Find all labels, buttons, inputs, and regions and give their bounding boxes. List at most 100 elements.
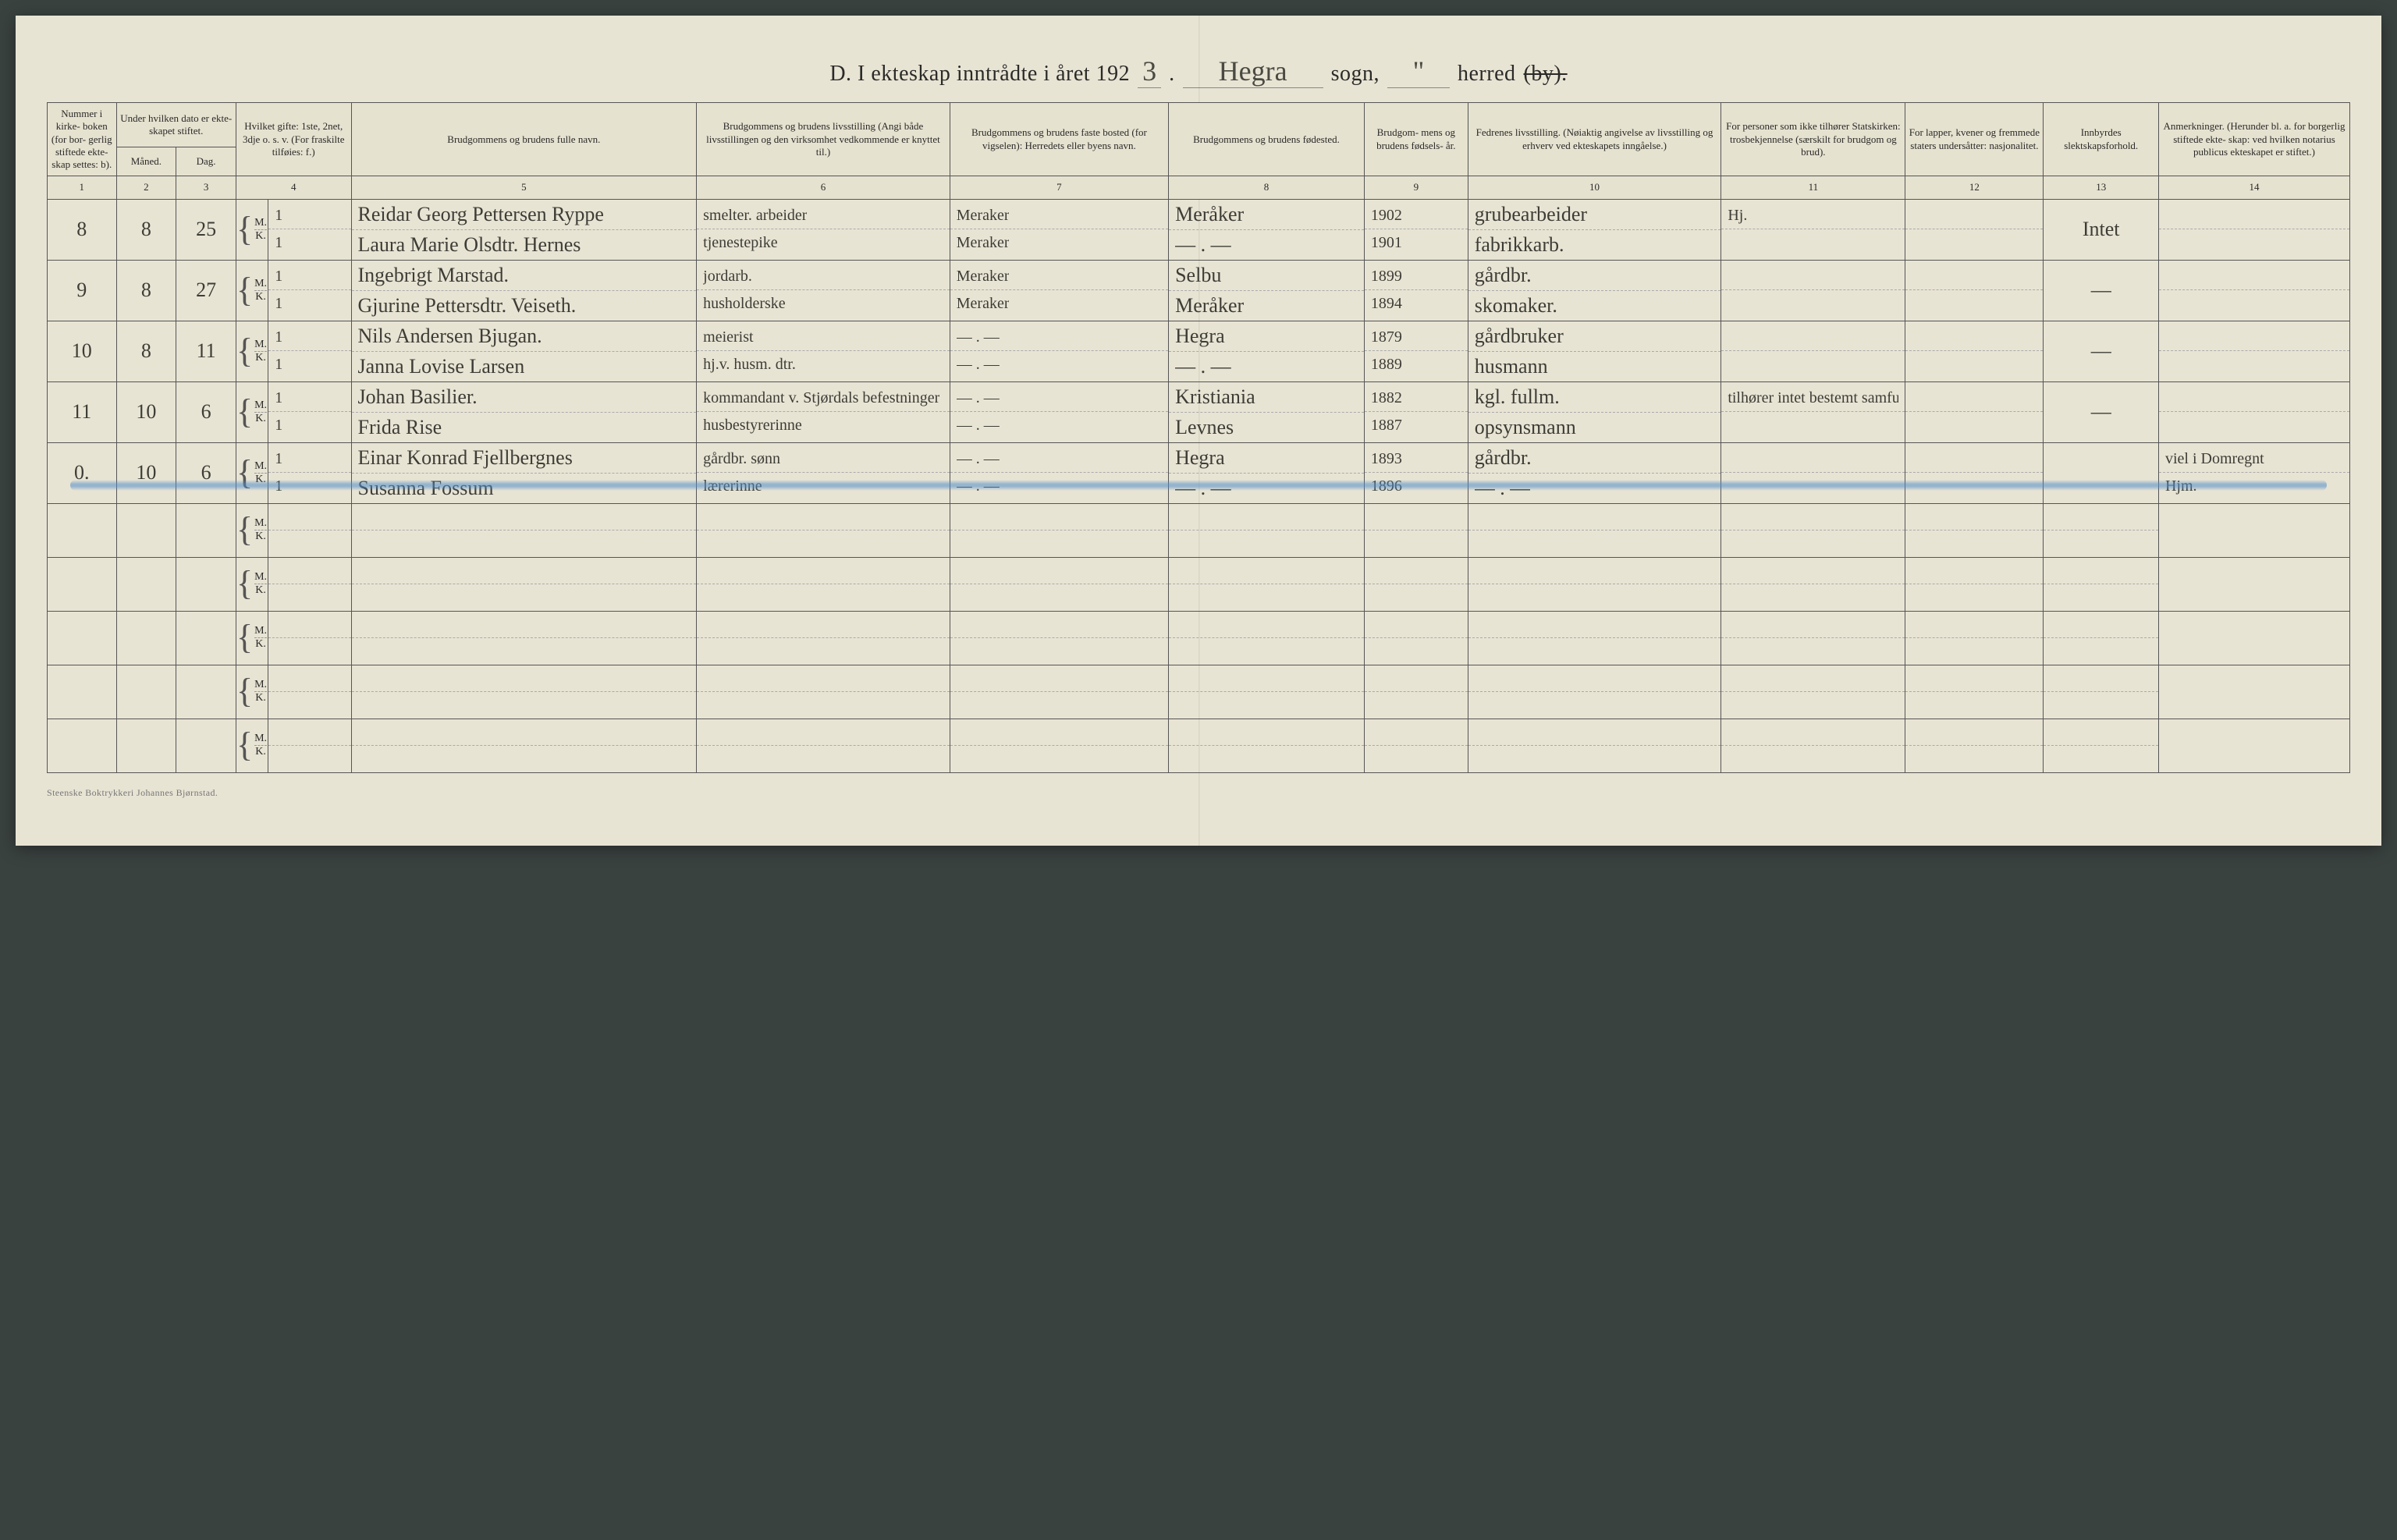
title-period: . (1169, 62, 1175, 87)
cell-value-k: Hjm. (2165, 477, 2197, 495)
column-number: 3 (176, 176, 236, 199)
cell-value: 0. (74, 461, 90, 484)
table-cell (351, 557, 697, 611)
table-cell (2044, 719, 2159, 772)
cell-value: 6 (201, 461, 211, 484)
cell-value-k: tjenestepike (703, 234, 778, 252)
column-number: 8 (1169, 176, 1365, 199)
table-cell: 11 (268, 442, 351, 503)
mk-m: M. (254, 278, 267, 290)
cell-value-m: Selbu (1175, 264, 1221, 287)
cell-value-m: Johan Basilier. (358, 385, 478, 409)
table-cell (1721, 611, 1905, 665)
table-cell: jordarb.husholderske (697, 260, 950, 321)
cell-value: Intet (2083, 218, 2120, 240)
cell-value-m: 1893 (1371, 450, 1402, 468)
cell-value-m: 1 (275, 389, 282, 407)
column-number: 10 (1468, 176, 1721, 199)
table-cell: 11 (48, 381, 117, 442)
table-cell (1721, 503, 1905, 557)
cell-value: 11 (197, 339, 216, 362)
table-cell: kgl. fullm.opsynsmann (1468, 381, 1721, 442)
table-cell: tilhører intet bestemt samfund (1721, 381, 1905, 442)
cell-value-m: smelter. arbeider (703, 207, 807, 225)
cell-value: — (2091, 339, 2111, 362)
table-cell (2044, 665, 2159, 719)
cell-value-k: 1 (275, 295, 282, 313)
col-header-6: Brudgommens og brudens faste bosted (for… (950, 103, 1168, 176)
cell-value: 8 (76, 218, 87, 240)
mk-k: K. (255, 746, 266, 758)
table-cell: — (2044, 321, 2159, 381)
cell-value-k: — . — (957, 417, 1000, 435)
table-cell (950, 611, 1168, 665)
cell-value-m: 1882 (1371, 389, 1402, 407)
brace-icon: { (236, 627, 254, 648)
table-cell (1468, 557, 1721, 611)
table-cell (697, 557, 950, 611)
table-cell (176, 503, 236, 557)
col-header-12: Innbyrdes slektskapsforhold. (2044, 103, 2159, 176)
cell-value-m: 1 (275, 207, 282, 225)
col-header-1: Nummer i kirke- boken (for bor- gerlig s… (48, 103, 117, 176)
table-cell (2158, 719, 2349, 772)
table-cell (268, 503, 351, 557)
table-cell (48, 719, 117, 772)
cell-value-k: husbestyrerinne (703, 417, 802, 435)
table-cell: 8 (116, 260, 176, 321)
table-row-empty: {M.K. (48, 503, 2350, 557)
brace-icon: { (236, 341, 254, 361)
table-cell (1905, 665, 2044, 719)
cell-value-m: tilhører intet bestemt samfund (1728, 389, 1898, 407)
cell-value-k: Meraker (957, 234, 1010, 252)
cell-value: 9 (76, 279, 87, 301)
cell-value-k: 1 (275, 417, 282, 435)
brace-icon: { (236, 280, 254, 300)
cell-value-k: husmann (1475, 355, 1548, 378)
table-cell (1905, 199, 2044, 260)
table-cell (116, 503, 176, 557)
col-header-4: Brudgommens og brudens fulle navn. (351, 103, 697, 176)
mk-m: M. (254, 217, 267, 229)
table-cell (2044, 557, 2159, 611)
table-cell (2158, 557, 2349, 611)
table-header: Nummer i kirke- boken (for bor- gerlig s… (48, 103, 2350, 200)
table-cell (2044, 442, 2159, 503)
column-number: 13 (2044, 176, 2159, 199)
cell-value-k: 1896 (1371, 477, 1402, 495)
col-header-11: For lapper, kvener og fremmede staters u… (1905, 103, 2044, 176)
marriage-register-table: Nummer i kirke- boken (for bor- gerlig s… (47, 102, 2350, 773)
cell-value: 6 (201, 400, 211, 423)
table-cell (2158, 321, 2349, 381)
mk-m: M. (254, 399, 267, 412)
mk-k: K. (255, 584, 266, 597)
table-cell (2158, 199, 2349, 260)
table-cell: 11 (268, 381, 351, 442)
col-header-2b: Dag. (176, 147, 236, 176)
table-cell (176, 665, 236, 719)
title-district-handwritten: " (1387, 55, 1450, 88)
cell-value-m: 1902 (1371, 207, 1402, 225)
table-cell (1169, 503, 1365, 557)
table-cell: 18791889 (1364, 321, 1468, 381)
table-cell: 11 (268, 199, 351, 260)
cell-value-k: Susanna Fossum (358, 477, 494, 500)
table-cell (48, 503, 117, 557)
table-cell: 10 (116, 381, 176, 442)
table-body: 8825{M.K.11Reidar Georg Pettersen RyppeL… (48, 199, 2350, 772)
cell-value-k: Meråker (1175, 294, 1244, 318)
table-cell (1905, 260, 2044, 321)
ledger-page: D. I ekteskap inntrådte i året 1923. Heg… (16, 16, 2381, 846)
mk-bracket-cell: {M.K. (236, 260, 268, 321)
cell-value-k: Janna Lovise Larsen (358, 355, 525, 378)
table-cell (2044, 503, 2159, 557)
column-number: 4 (236, 176, 351, 199)
table-cell: 18991894 (1364, 260, 1468, 321)
page-title: D. I ekteskap inntrådte i året 1923. Heg… (47, 55, 2350, 88)
table-cell (351, 719, 697, 772)
brace-icon: { (236, 463, 254, 483)
cell-value-m: 1 (275, 450, 282, 468)
col-header-3: Hvilket gifte: 1ste, 2net, 3dje o. s. v.… (236, 103, 351, 176)
mk-m: M. (254, 460, 267, 473)
col-header-10: For personer som ikke tilhører Statskirk… (1721, 103, 1905, 176)
